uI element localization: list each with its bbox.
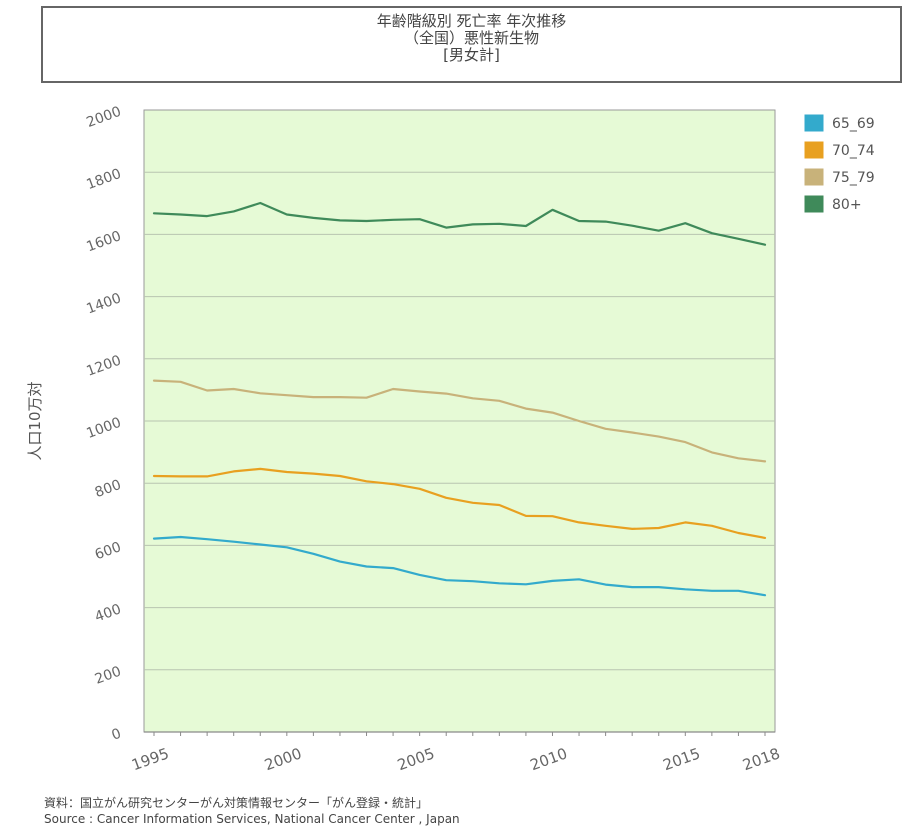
legend-label: 65_69 — [832, 116, 875, 132]
series-line-80- — [152, 201, 767, 246]
legend-label: 75_79 — [832, 170, 875, 186]
y-tick-label: 1200 — [84, 353, 123, 380]
x-tick-label: 2015 — [661, 744, 703, 774]
y-tick-label: 1400 — [84, 290, 123, 317]
y-tick-label: 1000 — [84, 415, 123, 442]
x-tick-label: 2005 — [395, 744, 437, 774]
y-tick-label: 1800 — [84, 166, 123, 193]
y-tick-label: 200 — [93, 664, 124, 688]
series-line-75-79 — [152, 379, 767, 463]
y-tick-label: 2000 — [84, 104, 123, 131]
y-tick-label: 600 — [93, 539, 124, 563]
legend-swatch — [803, 167, 825, 187]
x-tick-label: 2018 — [740, 744, 782, 774]
x-tick-label: 1995 — [129, 744, 171, 774]
legend-swatch — [803, 140, 825, 160]
y-tick-label: 1600 — [84, 228, 123, 255]
y-tick-label: 400 — [93, 601, 124, 625]
y-tick-label: 800 — [93, 477, 124, 501]
chart-title-box: 年齢階級別 死亡率 年次推移 （全国）悪性新生物 [男女計] — [41, 6, 902, 83]
y-axis-label: 人口10万対 — [26, 381, 44, 460]
chart-title-line-3: [男女計] — [443, 46, 500, 64]
chart-title-line-2: （全国）悪性新生物 — [403, 29, 539, 47]
legend-label: 70_74 — [832, 143, 875, 159]
series-line-65-69 — [152, 535, 767, 597]
x-tick-label: 2010 — [528, 744, 570, 774]
chart-title-line-1: 年齢階級別 死亡率 年次推移 — [376, 12, 567, 30]
x-tick-label: 2000 — [262, 744, 304, 774]
source-note: 資料：国立がん研究センターがん対策情報センター「がん登録・統計」 Source … — [44, 795, 460, 827]
y-tick-label: 0 — [110, 726, 124, 744]
source-line-en: Source : Cancer Information Services, Na… — [44, 812, 460, 826]
line-chart: 0 200 400 600 800 1000 1200 1400 1600 1800 2000 199… — [26, 104, 875, 775]
source-line-ja: 資料：国立がん研究センターがん対策情報センター「がん登録・統計」 — [44, 796, 429, 810]
series-line-70-74 — [152, 467, 767, 540]
legend-label: 80+ — [832, 197, 862, 213]
legend-swatch — [803, 194, 825, 214]
legend-swatch — [803, 113, 825, 133]
